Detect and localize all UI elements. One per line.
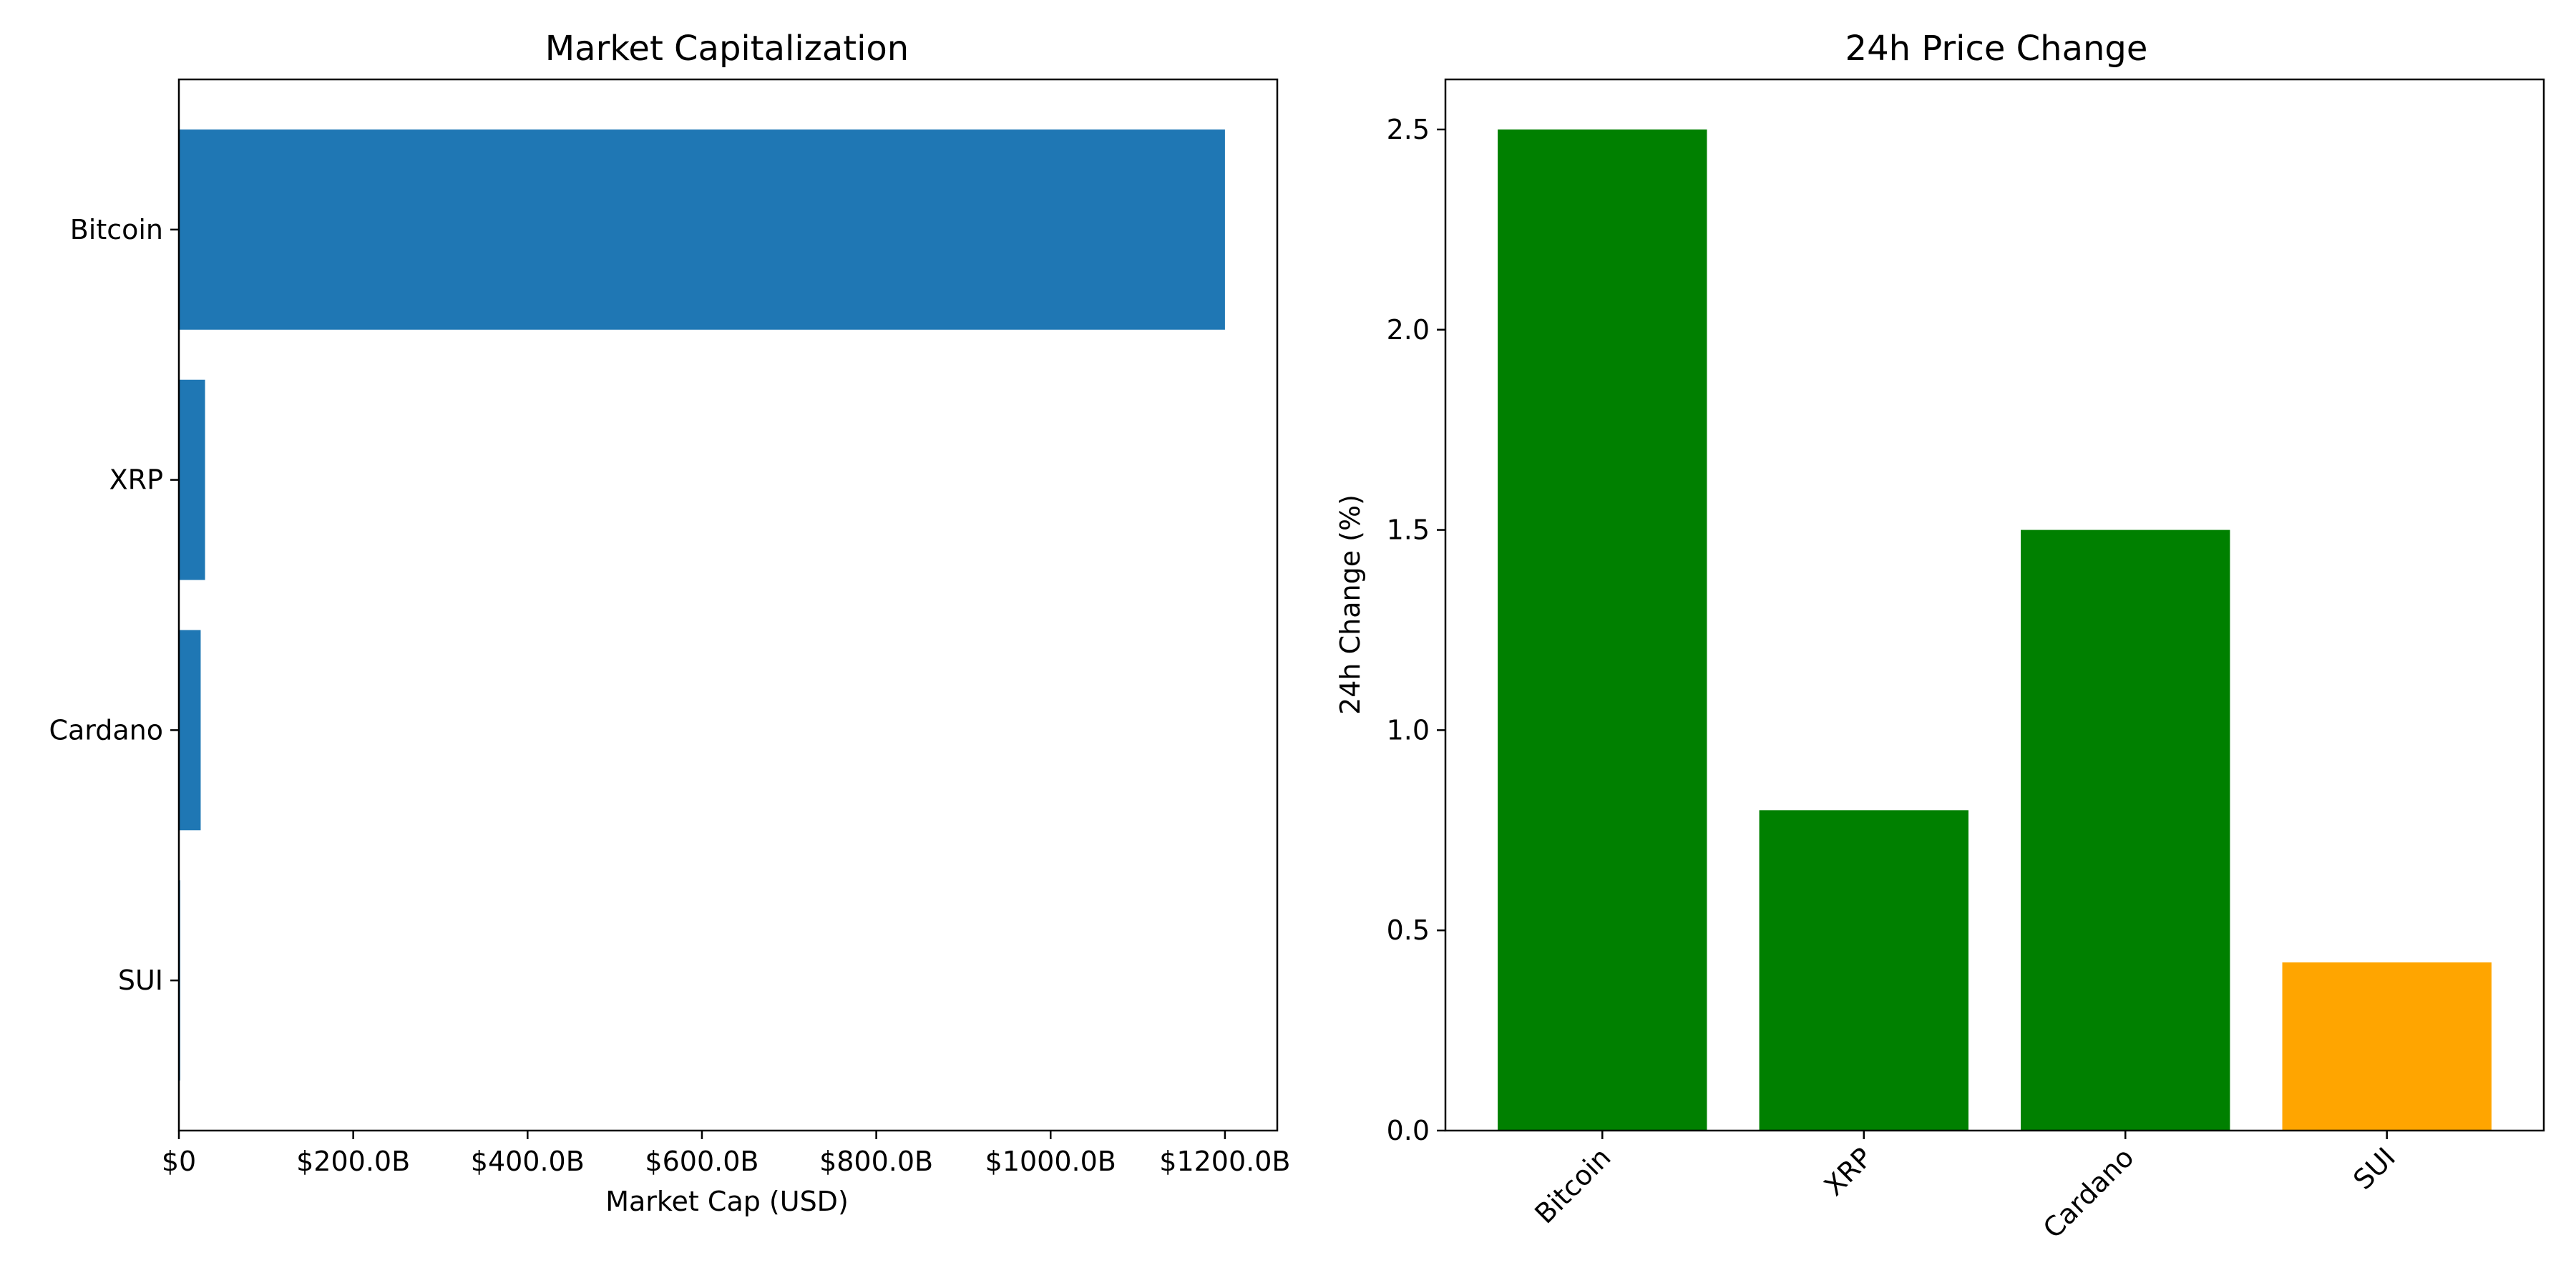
market-cap-x-tick-label: $200.0B xyxy=(296,1146,410,1177)
price-change-x-tick-label-sui: SUI xyxy=(2347,1141,2401,1196)
price-change-y-tick-label: 0.5 xyxy=(1387,914,1430,946)
price-change-y-tick-label: 1.5 xyxy=(1387,514,1430,546)
price-change-bar-xrp xyxy=(1759,810,1968,1131)
price-change-bars xyxy=(1498,129,2492,1131)
market-cap-x-tick-label: $600.0B xyxy=(645,1146,758,1177)
price-change-x-tick-label-xrp: XRP xyxy=(1818,1141,1878,1201)
price-change-title: 24h Price Change xyxy=(1845,29,2148,69)
market-cap-bar-cardano xyxy=(179,630,201,831)
price-change-y-ticks: 0.0 0.5 1.0 1.5 2.0 2.5 xyxy=(1387,114,1445,1146)
market-cap-y-tick-label-cardano: Cardano xyxy=(49,714,163,746)
market-cap-chart: Market Capitalization Bitcoin XRP Cardano S… xyxy=(49,29,1290,1217)
market-cap-bar-bitcoin xyxy=(179,129,1225,330)
market-cap-x-tick-label: $1000.0B xyxy=(985,1146,1116,1177)
price-change-chart: 24h Price Change 0.0 0.5 1.0 1.5 2.0 2.5 Bitc… xyxy=(1335,29,2545,1244)
price-change-bar-cardano xyxy=(2021,530,2230,1131)
market-cap-y-tick-label-bitcoin: Bitcoin xyxy=(70,214,163,245)
market-cap-x-tick-label: $400.0B xyxy=(471,1146,585,1177)
price-change-x-tick-label-bitcoin: Bitcoin xyxy=(1528,1141,1616,1229)
price-change-y-tick-label: 1.0 xyxy=(1387,714,1430,746)
market-cap-x-tick-label: $800.0B xyxy=(819,1146,933,1177)
price-change-x-ticks: Bitcoin XRP Cardano SUI xyxy=(1528,1131,2401,1244)
price-change-y-axis-label: 24h Change (%) xyxy=(1335,494,1366,715)
market-cap-y-tick-label-xrp: XRP xyxy=(109,464,163,496)
price-change-y-tick-label: 2.0 xyxy=(1387,314,1430,346)
market-cap-y-tick-label-sui: SUI xyxy=(118,965,163,996)
price-change-y-tick-label: 0.0 xyxy=(1387,1115,1430,1146)
price-change-bar-bitcoin xyxy=(1498,129,1707,1131)
market-cap-bar-xrp xyxy=(179,379,205,580)
market-cap-x-tick-label: $1200.0B xyxy=(1159,1146,1290,1177)
market-cap-plot-frame xyxy=(177,78,1279,1132)
price-change-bar-sui xyxy=(2282,962,2492,1131)
price-change-y-tick-label: 2.5 xyxy=(1387,114,1430,145)
market-cap-y-ticks: Bitcoin XRP Cardano SUI xyxy=(49,214,179,996)
market-cap-x-ticks: $0 $200.0B $400.0B $600.0B $800.0B $1000.0B $1… xyxy=(162,1131,1291,1177)
market-cap-bars xyxy=(179,129,1225,1081)
market-cap-x-tick-label: $0 xyxy=(162,1146,196,1177)
market-cap-title: Market Capitalization xyxy=(545,29,909,69)
market-cap-x-axis-label: Market Cap (USD) xyxy=(605,1186,849,1217)
price-change-x-tick-label-cardano: Cardano xyxy=(2037,1141,2140,1244)
price-change-plot-frame xyxy=(1444,78,2545,1132)
